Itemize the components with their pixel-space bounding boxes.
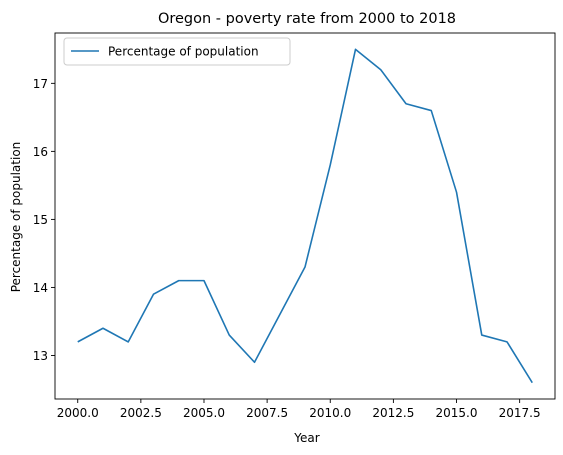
legend-label: Percentage of population <box>108 45 259 59</box>
y-tick-label: 14 <box>33 281 48 295</box>
y-tick-label: 15 <box>33 213 48 227</box>
x-tick-label: 2002.5 <box>120 406 162 420</box>
axes-frame <box>54 32 556 400</box>
y-axis-ticks: 13 14 15 16 17 <box>33 77 55 363</box>
x-tick-label: 2015.0 <box>436 406 478 420</box>
y-tick-label: 13 <box>33 349 48 363</box>
y-axis-label: Percentage of population <box>9 142 23 293</box>
x-tick-label: 2007.5 <box>246 406 288 420</box>
x-tick-label: 2017.5 <box>499 406 541 420</box>
legend: Percentage of population <box>63 37 291 66</box>
y-tick-label: 17 <box>33 77 48 91</box>
x-axis-ticks: 2000.0 2002.5 2005.0 2007.5 2010.0 2012.5 2015… <box>57 399 541 420</box>
plot-area <box>54 32 556 400</box>
x-tick-label: 2000.0 <box>57 406 99 420</box>
x-axis-label: Year <box>293 431 319 445</box>
chart-title: Oregon - poverty rate from 2000 to 2018 <box>158 11 456 27</box>
y-tick-label: 16 <box>33 145 48 159</box>
x-tick-label: 2005.0 <box>183 406 225 420</box>
x-tick-label: 2012.5 <box>372 406 414 420</box>
x-tick-label: 2010.0 <box>309 406 351 420</box>
legend-box <box>63 37 291 66</box>
